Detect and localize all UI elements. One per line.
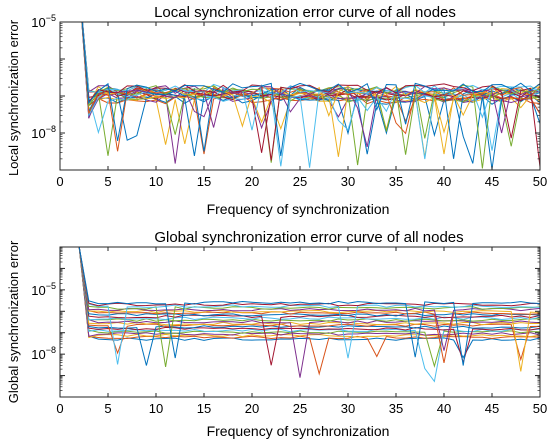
global-xlabel: Frequency of synchronization [207,423,390,439]
global-series-line-21 [78,247,540,307]
global-series-line-11 [78,247,540,378]
global-series-line-4 [78,247,540,338]
local-series-line-3 [81,22,540,155]
local-y-tick-label: 10−8 [31,124,56,141]
global-error-panel: Global synchronization error curve of al… [6,229,547,439]
local-series-line-12 [82,22,540,166]
local-x-tick-label: 10 [149,174,163,189]
global-chart-title: Global synchronization error curve of al… [154,229,463,246]
local-series-line-6 [81,22,540,151]
local-series-line-13 [81,22,540,168]
local-x-tick-label: 25 [293,174,307,189]
global-series-line-9 [78,247,540,362]
global-x-tick-label: 25 [293,401,307,416]
local-series-group [81,22,540,170]
local-series-line-10 [81,22,540,158]
local-series-line-2 [81,22,540,155]
local-series-line-16 [81,22,540,135]
local-x-tick-label: 35 [389,174,403,189]
local-chart-title: Local synchronization error curve of all… [154,4,456,21]
global-x-tick-label: 5 [104,401,111,416]
global-x-tick-label: 10 [149,401,163,416]
global-series-line-15 [78,247,540,317]
global-x-tick-label: 50 [533,401,547,416]
local-series-line-22 [81,22,540,157]
local-x-tick-label: 40 [437,174,451,189]
global-series-group [78,247,540,383]
global-x-tick-label: 0 [56,401,63,416]
global-series-line-20 [78,247,540,365]
local-series-line-7 [82,22,540,153]
global-x-tick-label: 35 [389,401,403,416]
local-series-line-1 [81,22,540,155]
local-y-tick-label: 10−5 [31,13,56,30]
global-ylabel: Global synchronization error [6,240,21,403]
global-x-tick-label: 40 [437,401,451,416]
global-x-tick-label: 15 [197,401,211,416]
local-series-line-19 [81,22,540,169]
local-series-line-15 [81,22,540,159]
global-x-tick-label: 30 [341,401,355,416]
local-series-line-4 [81,22,540,164]
global-x-tick-label: 45 [485,401,499,416]
global-series-line-3 [78,247,540,339]
local-x-tick-label: 15 [197,174,211,189]
local-series-line-5 [81,22,540,156]
local-ylabel: Local synchronization error [6,19,21,176]
local-x-tick-label: 45 [485,174,499,189]
local-x-tick-label: 30 [341,174,355,189]
local-x-tick-label: 0 [56,174,63,189]
global-series-line-22 [78,247,540,366]
global-y-tick-label: 10−8 [31,345,56,362]
local-x-tick-label: 5 [104,174,111,189]
local-xlabel: Frequency of synchronization [207,201,390,217]
global-series-line-13 [78,247,540,321]
local-series-line-18 [82,22,540,148]
global-y-tick-label: 10−5 [31,281,56,298]
local-x-tick-label: 50 [533,174,547,189]
global-series-line-8 [78,247,540,366]
global-series-line-1 [78,247,540,359]
local-series-line-21 [81,22,540,168]
global-series-line-18 [78,247,540,351]
global-series-line-16 [78,247,540,363]
local-x-tick-label: 20 [245,174,259,189]
global-series-line-17 [78,247,540,372]
local-series-line-9 [81,22,540,152]
global-x-tick-label: 20 [245,401,259,416]
global-series-line-14 [78,247,540,366]
local-series-line-8 [81,22,540,170]
local-error-panel: Local synchronization error curve of all… [6,4,547,217]
